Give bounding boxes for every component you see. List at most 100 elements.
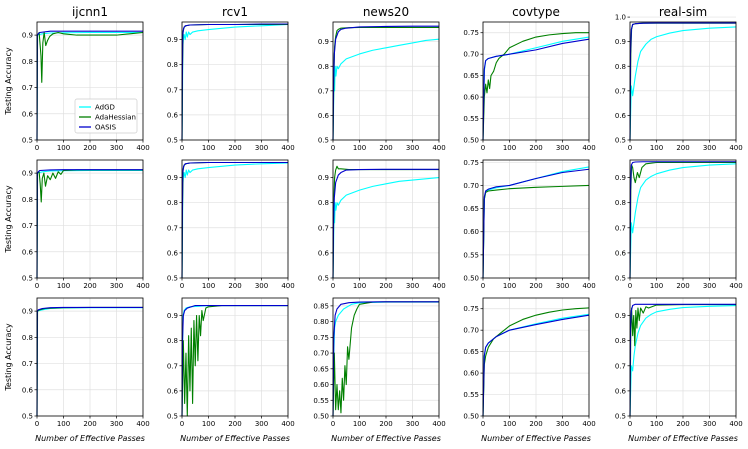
y-tick-label: 0.70 bbox=[463, 327, 479, 335]
x-tick-label: 300 bbox=[703, 282, 716, 290]
panel-r1-real-sim: 0 100 200 300 400 0.5 0.6 0.7 0.8 0.9 1.0 bbox=[615, 14, 743, 152]
series-line-oasis bbox=[482, 168, 590, 279]
x-tick-label: 300 bbox=[703, 420, 716, 428]
panel-r3-real-sim: 0 100 200 300 400 0.5 0.6 0.7 0.8 0.9 Number of Ef… bbox=[615, 297, 743, 443]
x-axis-label: Number of Effective Passes bbox=[331, 434, 441, 443]
y-tick-label: 0.65 bbox=[463, 348, 479, 356]
y-tick-label: 0.5 bbox=[22, 137, 33, 145]
y-tick-label: 0.5 bbox=[318, 275, 329, 283]
x-tick-label: 200 bbox=[676, 282, 689, 290]
y-tick-label: 0.8 bbox=[615, 337, 626, 345]
y-tick-label: 0.6 bbox=[22, 248, 34, 256]
x-tick-label: 100 bbox=[503, 282, 516, 290]
y-tick-label: 0.9 bbox=[167, 174, 178, 182]
y-tick-label: 0.5 bbox=[615, 137, 626, 145]
y-tick-label: 0.55 bbox=[313, 397, 329, 405]
column-title-real-sim: real-sim bbox=[659, 5, 707, 19]
y-tick-label: 0.5 bbox=[167, 413, 178, 421]
x-tick-label: 0 bbox=[481, 144, 485, 152]
series-line-adahessian bbox=[482, 32, 589, 141]
y-tick-label: 0.65 bbox=[463, 72, 479, 80]
y-tick-label: 0.9 bbox=[318, 174, 329, 182]
x-tick-label: 300 bbox=[406, 144, 419, 152]
x-tick-label: 0 bbox=[180, 420, 184, 428]
series-line-oasis bbox=[629, 161, 736, 279]
series-line-oasis bbox=[36, 306, 143, 417]
y-tick-label: 0.9 bbox=[167, 312, 178, 320]
x-tick-label: 100 bbox=[503, 144, 516, 152]
panel-r3-ijcnn1: 0 100 200 300 400 0.5 0.6 0.7 0.8 0.9 Number of Ef… bbox=[22, 297, 150, 443]
x-tick-label: 300 bbox=[703, 144, 716, 152]
x-tick-label: 200 bbox=[228, 282, 241, 290]
x-tick-label: 0 bbox=[331, 144, 335, 152]
series-line-oasis bbox=[332, 168, 439, 279]
y-tick-label: 1.0 bbox=[615, 14, 626, 22]
panel-r1-ijcnn1: 0 100 200 300 400 0.5 0.6 0.7 0.8 0.9 bbox=[22, 21, 150, 152]
x-tick-label: 300 bbox=[406, 420, 419, 428]
x-tick-label: 0 bbox=[481, 282, 485, 290]
y-tick-label: 0.85 bbox=[313, 302, 329, 310]
series-line-oasis bbox=[332, 301, 439, 417]
y-tick-label: 0.70 bbox=[463, 182, 479, 190]
x-tick-label: 200 bbox=[529, 282, 542, 290]
series-line-oasis bbox=[332, 25, 439, 141]
x-tick-label: 200 bbox=[529, 420, 542, 428]
panel-r3-rcv1: 0 100 200 300 400 0.5 0.6 0.7 0.8 0.9 Number of Ef… bbox=[167, 297, 295, 443]
y-axis-label-row3: Testing Accuracy bbox=[4, 323, 13, 391]
y-tick-label: 0.55 bbox=[463, 391, 479, 399]
x-tick-label: 0 bbox=[331, 282, 335, 290]
y-tick-label: 0.7 bbox=[318, 87, 329, 95]
x-tick-label: 100 bbox=[353, 144, 366, 152]
x-tick-label: 300 bbox=[110, 282, 123, 290]
y-tick-label: 0.6 bbox=[167, 111, 179, 119]
x-tick-label: 400 bbox=[582, 282, 595, 290]
y-tick-label: 0.8 bbox=[22, 196, 33, 204]
x-tick-label: 200 bbox=[529, 144, 542, 152]
y-tick-label: 0.7 bbox=[615, 87, 626, 95]
x-tick-label: 200 bbox=[676, 144, 689, 152]
x-tick-label: 200 bbox=[676, 420, 689, 428]
y-tick-label: 0.60 bbox=[463, 370, 479, 378]
x-axis-label: Number of Effective Passes bbox=[628, 434, 738, 443]
legend: AdGD AdaHessian OASIS bbox=[74, 98, 138, 134]
y-tick-label: 0.65 bbox=[313, 365, 329, 373]
panel-r3-news20: 0 100 200 300 400 0.50 0.55 0.60 0.65 0.70 0.75 0.8… bbox=[313, 297, 446, 443]
y-tick-label: 0.9 bbox=[167, 36, 178, 44]
x-tick-label: 100 bbox=[650, 420, 663, 428]
x-tick-label: 100 bbox=[650, 282, 663, 290]
y-axis-label-row2: Testing Accuracy bbox=[4, 185, 13, 253]
x-tick-label: 200 bbox=[83, 144, 96, 152]
x-tick-label: 400 bbox=[729, 282, 742, 290]
y-tick-label: 0.9 bbox=[318, 38, 329, 46]
column-title-news20: news20 bbox=[363, 5, 409, 19]
x-tick-label: 0 bbox=[628, 144, 632, 152]
y-tick-label: 0.7 bbox=[615, 362, 626, 370]
y-tick-label: 0.7 bbox=[22, 222, 33, 230]
x-tick-label: 300 bbox=[556, 282, 569, 290]
y-axis-label-row1: Testing Accuracy bbox=[4, 47, 13, 115]
series-line-oasis bbox=[181, 161, 288, 279]
y-tick-label: 0.70 bbox=[463, 51, 479, 59]
y-tick-label: 0.75 bbox=[463, 29, 479, 37]
y-tick-label: 0.60 bbox=[313, 381, 329, 389]
y-tick-label: 0.5 bbox=[615, 413, 626, 421]
y-tick-label: 0.5 bbox=[615, 275, 626, 283]
x-tick-label: 0 bbox=[331, 420, 335, 428]
legend-label-adgd: AdGD bbox=[95, 104, 115, 112]
x-tick-label: 400 bbox=[582, 144, 595, 152]
y-tick-label: 0.75 bbox=[463, 159, 479, 167]
x-tick-label: 300 bbox=[255, 420, 268, 428]
y-tick-label: 0.7 bbox=[22, 84, 33, 92]
x-tick-label: 100 bbox=[353, 282, 366, 290]
y-tick-label: 0.70 bbox=[313, 350, 329, 358]
x-tick-label: 0 bbox=[35, 144, 39, 152]
y-tick-label: 0.5 bbox=[167, 275, 178, 283]
y-tick-label: 0.50 bbox=[463, 137, 479, 145]
series-line-adahessian bbox=[332, 301, 439, 417]
y-tick-label: 0.8 bbox=[22, 334, 33, 342]
y-tick-label: 0.60 bbox=[463, 94, 479, 102]
y-tick-label: 0.9 bbox=[22, 170, 33, 178]
x-tick-label: 0 bbox=[180, 282, 184, 290]
y-tick-label: 0.8 bbox=[22, 58, 33, 66]
